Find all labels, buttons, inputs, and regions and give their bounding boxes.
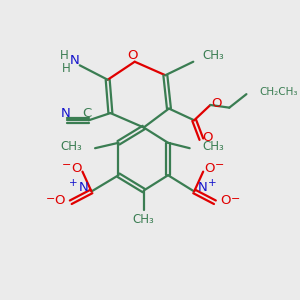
Text: C: C — [82, 107, 92, 121]
Text: O: O — [212, 97, 222, 110]
Text: −: − — [215, 160, 224, 170]
Text: CH₃: CH₃ — [202, 140, 224, 153]
Text: N: N — [61, 107, 70, 121]
Text: O: O — [202, 131, 213, 144]
Text: −: − — [231, 194, 240, 204]
Text: CH₃: CH₃ — [202, 49, 224, 62]
Text: N: N — [79, 181, 88, 194]
Text: −: − — [45, 194, 55, 204]
Text: N: N — [70, 54, 79, 67]
Text: O: O — [71, 161, 81, 175]
Text: +: + — [69, 178, 78, 188]
Text: CH₂CH₃: CH₂CH₃ — [259, 87, 298, 97]
Text: H: H — [62, 61, 70, 74]
Text: +: + — [208, 178, 217, 188]
Text: CH₃: CH₃ — [61, 140, 82, 153]
Text: −: − — [61, 160, 71, 170]
Text: O: O — [220, 194, 231, 207]
Text: O: O — [127, 49, 137, 62]
Text: N: N — [197, 181, 207, 194]
Text: H: H — [60, 49, 69, 62]
Text: CH₃: CH₃ — [133, 213, 154, 226]
Text: O: O — [55, 194, 65, 207]
Text: O: O — [204, 161, 215, 175]
